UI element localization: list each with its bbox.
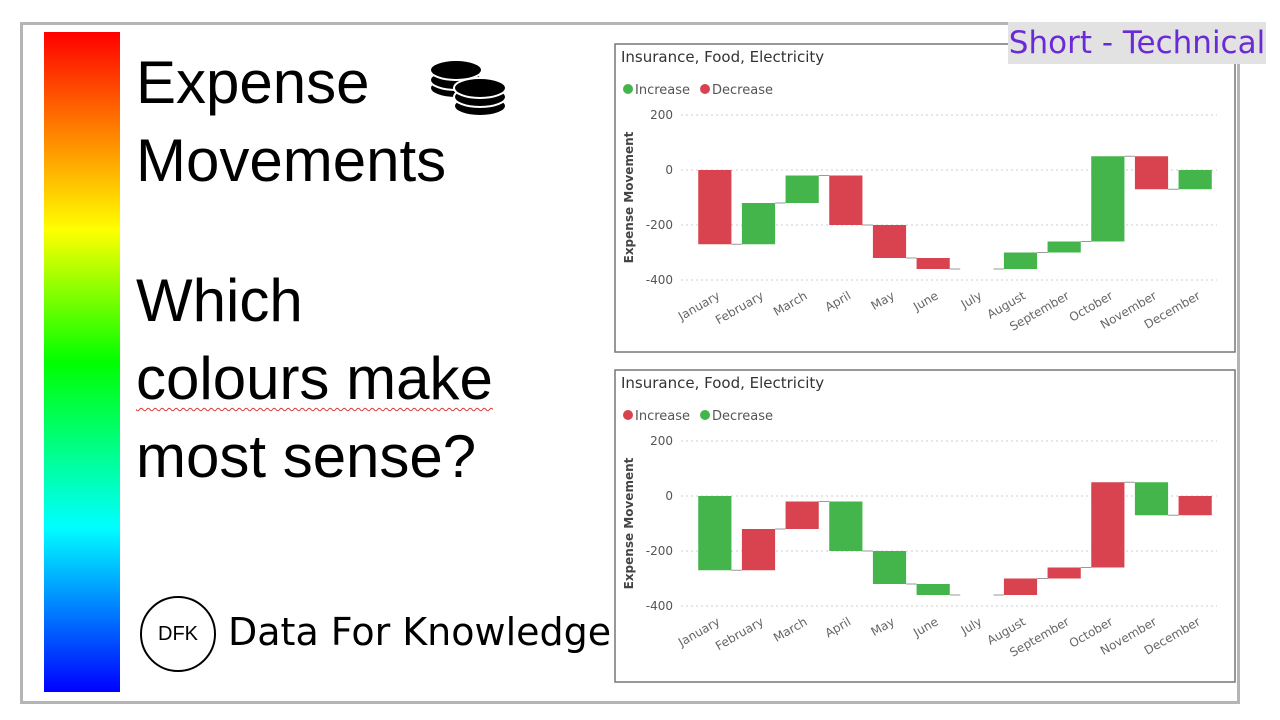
y-axis-label: Expense Movement xyxy=(622,457,636,589)
waterfall-bar xyxy=(872,225,907,258)
frame xyxy=(20,22,1240,704)
waterfall-bar xyxy=(872,551,907,584)
waterfall-bar xyxy=(1134,482,1169,516)
legend-label: Decrease xyxy=(712,409,773,424)
chart-title: Insurance, Food, Electricity xyxy=(621,374,824,392)
waterfall-bar xyxy=(741,203,776,245)
logo-name: Data For Knowledge xyxy=(228,610,612,654)
waterfall-bar xyxy=(916,584,950,595)
waterfall-bar xyxy=(1178,170,1212,190)
y-axis-label: Expense Movement xyxy=(622,131,636,263)
waterfall-bar xyxy=(1091,482,1125,568)
waterfall-bar xyxy=(1047,241,1081,253)
waterfall-bar xyxy=(1134,156,1169,190)
waterfall-bar xyxy=(785,175,819,203)
question: Which colours make most sense? xyxy=(136,262,493,496)
waterfall-bar xyxy=(1091,156,1125,242)
waterfall-bar xyxy=(698,170,732,245)
title-line: Expense xyxy=(136,49,370,116)
legend-swatch xyxy=(623,84,633,94)
legend-label: Increase xyxy=(635,409,690,424)
coins-icon xyxy=(429,59,507,117)
question-line: most sense? xyxy=(136,423,477,490)
y-tick-label: 0 xyxy=(665,489,673,503)
question-line: colours make xyxy=(136,345,493,412)
rainbow-bar xyxy=(44,32,120,692)
y-tick-label: -400 xyxy=(646,273,673,287)
tag-label: Short - Technical xyxy=(1008,22,1266,64)
waterfall-bar xyxy=(829,175,863,225)
waterfall-bar xyxy=(1003,252,1038,269)
title-line: Movements xyxy=(136,127,447,194)
logo-mark: DFK xyxy=(140,596,216,672)
legend-swatch xyxy=(623,410,633,420)
waterfall-bar xyxy=(829,501,863,551)
waterfall-bar xyxy=(741,529,776,571)
legend-swatch xyxy=(700,410,711,420)
y-tick-label: -200 xyxy=(646,218,673,232)
y-tick-label: -200 xyxy=(646,544,673,558)
waterfall-bar xyxy=(1178,496,1212,516)
y-tick-label: 0 xyxy=(665,163,673,177)
slide-title: Expense Movements xyxy=(136,44,446,200)
legend-label: Decrease xyxy=(712,83,773,98)
waterfall-bar xyxy=(916,258,950,269)
y-tick-label: -400 xyxy=(646,599,673,613)
waterfall-bar xyxy=(1003,578,1038,595)
legend-swatch xyxy=(700,84,711,94)
y-tick-label: 200 xyxy=(650,108,673,122)
y-tick-label: 200 xyxy=(650,434,673,448)
waterfall-bar xyxy=(1047,567,1081,579)
waterfall-bar xyxy=(698,496,732,571)
legend-label: Increase xyxy=(635,83,690,98)
waterfall-bar xyxy=(785,501,819,529)
question-line: Which xyxy=(136,267,303,334)
chart-title: Insurance, Food, Electricity xyxy=(621,48,824,66)
